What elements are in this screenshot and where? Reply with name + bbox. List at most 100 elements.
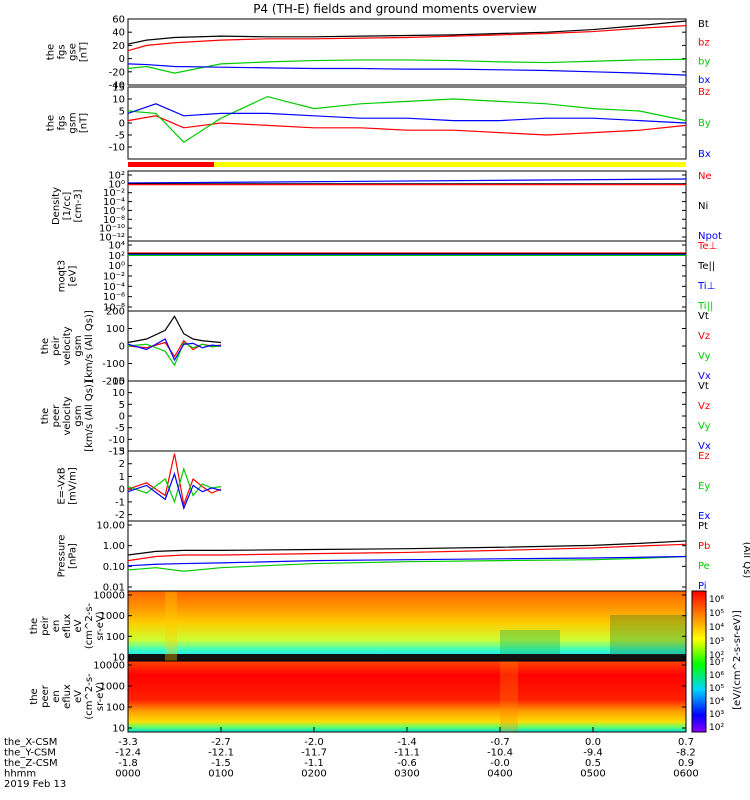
ylabel-line: en (51, 690, 62, 703)
legend-Ti||: Ti|| (697, 301, 713, 312)
y-tick-label: 10⁻¹² (99, 233, 125, 244)
xaxis-value: 0.9 (678, 758, 694, 769)
y-tick-label: 10 (112, 653, 125, 664)
series-Pe (127, 555, 687, 572)
y-tick-label: 0.01 (103, 583, 125, 594)
ylabel-line: the (29, 618, 40, 634)
peir-spectrogram (127, 590, 687, 662)
ylabel-line: the (29, 688, 40, 704)
ylabel-line: eflux (62, 614, 73, 639)
legend-Pi: Pi (698, 581, 707, 592)
series-Bt (127, 20, 687, 45)
ylabel-line: the (46, 44, 57, 60)
xaxis-row-label: hhmm (4, 769, 36, 780)
y-tick-label: -40 (109, 81, 125, 92)
colorbar-tick: 10³ (709, 710, 724, 720)
y-tick-label: 100 (106, 632, 125, 643)
ylabel-line: [km/s (All Qs)] (84, 380, 95, 452)
legend-Ni: Ni (698, 201, 708, 212)
legend-Vx: Vx (698, 371, 711, 382)
y-tick-label: 10⁻¹⁰ (99, 224, 125, 235)
y-tick-label: 10⁻⁴ (103, 197, 125, 208)
legend-Ex: Ex (698, 511, 710, 522)
ylabel-line: fgs (57, 44, 68, 59)
ylabel-line: gse (68, 43, 79, 61)
colorbar-bottom-ticks: 10⁷ 10⁶ 10⁵ 10⁴ 10³ 10² (709, 658, 724, 733)
ylabel-line: [mV/m] (68, 467, 79, 505)
series-Pt (127, 540, 687, 556)
y-tick-label: 2 (119, 459, 125, 470)
ylabel-line: sr-eV) (95, 611, 106, 640)
status-bar-red (128, 162, 214, 167)
y-tick-label: 10⁻⁸ (103, 303, 125, 314)
y-tick-label: 10⁻² (103, 188, 125, 199)
legend-Vz: Vz (698, 331, 710, 342)
series-Ey (127, 466, 222, 504)
series-Vx (127, 338, 222, 362)
ylabel-line: fgs (57, 115, 68, 130)
ylabel-line: Pressure (57, 535, 68, 578)
y-tick-label: 10² (108, 251, 125, 262)
ylabel-line: peir (51, 335, 62, 355)
series-bz (127, 25, 687, 52)
ylabel-line: eV (73, 690, 84, 703)
y-tick-label: 0 (119, 54, 125, 65)
xaxis-value: -12.1 (208, 748, 234, 759)
series-Bx (127, 103, 687, 124)
ylabel-line: the (40, 408, 51, 424)
panel-fgs-gsm-frame (127, 86, 687, 160)
ylabel-line: peer (40, 684, 51, 708)
legend-Vx: Vx (698, 441, 711, 452)
xaxis-value: 0100 (208, 769, 233, 780)
legend-Vy: Vy (698, 351, 711, 362)
y-tick-label: 10⁰ (108, 261, 125, 272)
xaxis-value: 0400 (487, 769, 512, 780)
trace-blue (127, 178, 687, 184)
panel-fgs-gse-frame (127, 18, 687, 86)
y-tick-label: -1 (115, 497, 125, 508)
y-tick-label: 20 (112, 41, 125, 52)
series-Ez (127, 453, 222, 507)
colorbar-tick: 10³ (709, 637, 724, 647)
xaxis-value: 0500 (580, 769, 605, 780)
series-Pb (127, 543, 687, 562)
ylabel-line: Density (51, 187, 62, 225)
ylabel-line: [cm-3] (73, 189, 84, 222)
xaxis-value: 0200 (301, 769, 326, 780)
xaxis-value: -0.6 (397, 758, 417, 769)
y-tick-label: 15 (112, 83, 125, 94)
xaxis-row-label: the_Z-CSM (4, 758, 58, 769)
ylabel-line: peir (40, 615, 51, 635)
legend-Vt: Vt (698, 381, 709, 392)
colorbar-tick: 10⁷ (709, 658, 724, 668)
panel-density: Density [1/cc] [cm-3]10²10⁰10⁻²10⁻⁴10⁻⁶10⁻… (51, 171, 722, 244)
y-tick-label: 1000 (100, 611, 125, 622)
y-tick-label: -5 (115, 131, 125, 142)
ylabel-line: [km/s (All Qs)] (84, 310, 95, 382)
legend-Pb: Pb (698, 541, 710, 552)
y-tick-label: 0 (119, 342, 125, 353)
y-tick-label: -15 (109, 447, 125, 458)
y-tick-label: 1 (119, 472, 125, 483)
y-tick-label: 5 (119, 400, 125, 411)
y-tick-label: 0 (119, 119, 125, 130)
series-By (127, 95, 687, 143)
xaxis-value: -2.0 (304, 737, 324, 748)
panel-peir_eflux: the peir en eflux eV (cm^2-s-sr-eV) 10000 1000 1… (29, 591, 686, 664)
y-tick-label: 5 (119, 107, 125, 118)
legend-Npot: Npot (698, 231, 722, 242)
y-tick-label: 15 (112, 377, 125, 388)
legend-Vy: Vy (698, 421, 711, 432)
ylabel-line: moqt3 (57, 260, 68, 293)
x-axis: the_X-CSM -3.3 -2.7 -2.0 -1.4 -0.7 0.0 0.7 the_Y… (4, 727, 699, 790)
panel-peir_velocity: the peir velocity gsm [km/s (All Qs)] 200 100 0… (40, 307, 711, 388)
series-Vt (127, 315, 222, 344)
legend-Pe: Pe (698, 561, 710, 572)
y-tick-label: 10⁻⁸ (103, 215, 125, 226)
ylabel-line: peer (51, 404, 62, 428)
legend-Bt: Bt (698, 19, 709, 30)
y-tick-label: 10⁻⁴ (103, 282, 125, 293)
legend-Ez: Ez (698, 451, 710, 462)
legend-Vt: Vt (698, 311, 709, 322)
